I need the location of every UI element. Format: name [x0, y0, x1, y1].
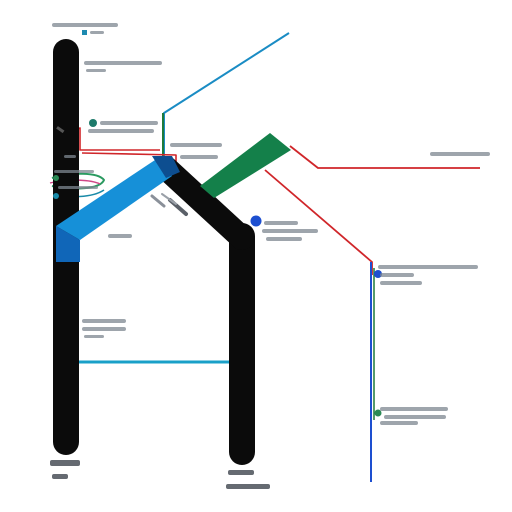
marker-small-left	[56, 126, 65, 134]
connector-markers	[53, 30, 382, 417]
marker-teal-left-2	[82, 30, 87, 35]
annotation-smudge	[52, 23, 118, 27]
roof-green-panel	[200, 133, 291, 198]
annotation-smudge	[380, 407, 448, 411]
annotation-smudge	[108, 234, 132, 238]
marker-green-right	[374, 409, 382, 417]
roof-right-slope	[154, 156, 254, 250]
annotation-smudge	[384, 415, 446, 419]
ridge-hardware	[150, 193, 188, 216]
wire-red-right	[289, 145, 480, 169]
annotation-smudge	[100, 121, 158, 125]
annotation-smudge	[50, 460, 80, 466]
annotation-smudge	[170, 143, 222, 147]
roof-left-panel-edge	[56, 226, 80, 262]
annotation-smudge	[380, 281, 422, 285]
annotation-smudge	[430, 152, 490, 156]
annotation-smudge	[54, 170, 94, 173]
annotation-smudge	[226, 484, 270, 489]
annotation-smudge	[52, 474, 68, 479]
annotation-smudge	[86, 69, 106, 72]
annotation-smudge	[228, 470, 254, 475]
annotation-smudge	[88, 129, 154, 133]
annotation-smudge	[84, 61, 162, 65]
marker-green-left-3	[53, 175, 59, 181]
annotation-smudge	[378, 265, 478, 269]
annotation-smudge	[380, 421, 418, 425]
annotation-smudge	[264, 221, 298, 225]
marker-teal-left-1	[89, 119, 97, 127]
annotation-smudge	[266, 237, 302, 241]
annotation-smudge	[58, 186, 98, 189]
roof-left-panel	[56, 156, 180, 262]
roof-left-panel-face	[56, 158, 172, 240]
annotation-smudge	[180, 155, 218, 159]
annotation-smudge	[262, 229, 318, 233]
annotation-smudge	[84, 335, 104, 338]
marker-blue-right	[374, 270, 382, 278]
roof-left-panel-ridge	[152, 156, 180, 178]
annotation-smudge	[82, 327, 126, 331]
marker-teal-left-4	[53, 193, 59, 199]
annotation-smudge	[90, 31, 104, 34]
annotation-smudges	[50, 23, 490, 489]
marker-blue-ridge	[250, 215, 262, 227]
annotation-smudge	[64, 155, 76, 158]
annotation-smudge	[82, 319, 126, 323]
annotation-smudge	[380, 273, 414, 277]
